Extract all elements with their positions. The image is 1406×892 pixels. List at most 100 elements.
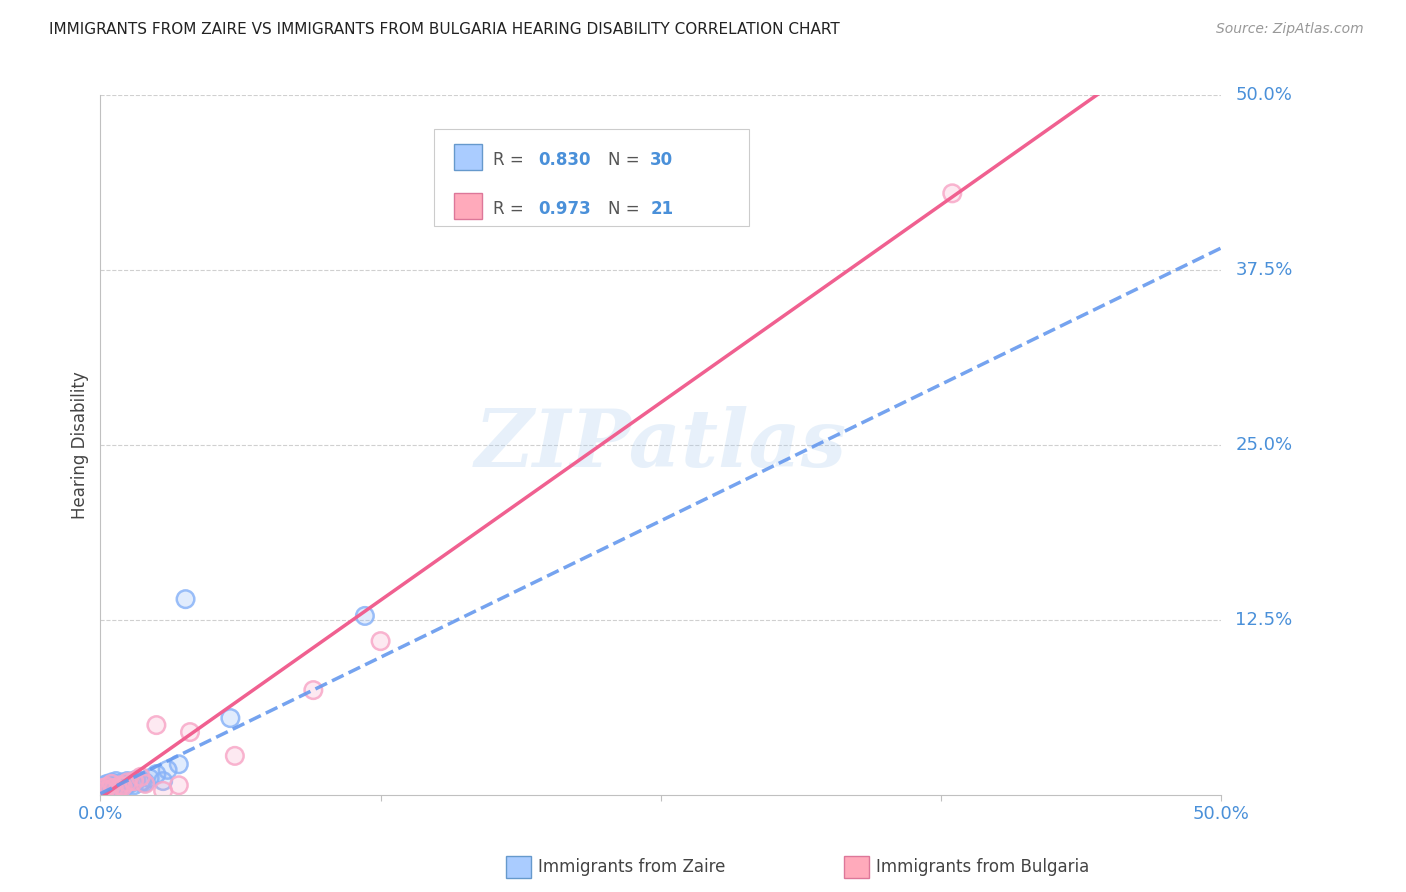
Point [129, 770, 152, 784]
Text: Immigrants from Bulgaria: Immigrants from Bulgaria [876, 858, 1090, 876]
Point [174, 592, 197, 607]
Point [111, 780, 134, 794]
Point [118, 777, 141, 791]
Point [96, 784, 118, 798]
Point [100, 775, 122, 789]
Point [117, 774, 139, 789]
Point [122, 774, 145, 789]
Point [125, 772, 148, 787]
Point [96, 780, 118, 794]
Text: 0.830: 0.830 [538, 151, 591, 169]
Point [174, 592, 197, 607]
Point [117, 775, 139, 789]
Point [103, 780, 125, 795]
Point [107, 782, 129, 797]
Point [167, 778, 190, 792]
Text: 37.5%: 37.5% [1236, 261, 1292, 279]
Point [129, 770, 152, 784]
Text: R =: R = [494, 151, 529, 169]
Point [145, 767, 167, 781]
Text: 0.973: 0.973 [538, 200, 591, 218]
Point [111, 775, 134, 789]
Point [96, 784, 118, 798]
Point [152, 784, 174, 798]
Point [103, 778, 125, 792]
Point [110, 778, 132, 792]
Text: 12.5%: 12.5% [1236, 611, 1292, 629]
Point [138, 772, 160, 786]
Text: ZIPatlas: ZIPatlas [475, 407, 846, 484]
Text: 50.0%: 50.0% [1236, 87, 1292, 104]
Point [117, 774, 139, 789]
Point [103, 780, 125, 795]
Point [167, 778, 190, 792]
Point [94, 778, 117, 792]
Point [941, 186, 963, 201]
Point [94, 784, 117, 798]
Point [117, 775, 139, 789]
Point [152, 774, 174, 789]
Point [219, 711, 242, 725]
Point [110, 778, 132, 792]
Point [105, 774, 128, 789]
Point [152, 774, 174, 789]
Point [122, 774, 145, 789]
Point [152, 784, 174, 798]
Point [110, 778, 132, 792]
Text: 21: 21 [651, 200, 673, 218]
Point [96, 780, 118, 794]
Text: Immigrants from Zaire: Immigrants from Zaire [538, 858, 725, 876]
Point [134, 777, 156, 791]
Point [122, 778, 145, 792]
Point [114, 780, 136, 794]
Point [132, 774, 155, 789]
Point [91, 780, 114, 795]
Point [98, 780, 121, 794]
Point [98, 782, 121, 797]
Point [156, 763, 179, 777]
Point [219, 711, 242, 725]
Point [107, 777, 129, 791]
Point [91, 780, 114, 795]
Point [134, 775, 156, 789]
Point [114, 780, 136, 794]
Point [118, 777, 141, 791]
Point [129, 775, 152, 789]
Point [354, 609, 377, 624]
Point [100, 782, 122, 797]
Point [179, 725, 201, 739]
Point [132, 774, 155, 789]
Text: Source: ZipAtlas.com: Source: ZipAtlas.com [1216, 22, 1364, 37]
Point [94, 784, 117, 798]
Point [91, 780, 114, 795]
Point [100, 775, 122, 789]
Text: R =: R = [494, 200, 529, 218]
Point [129, 775, 152, 789]
Point [111, 775, 134, 789]
Point [167, 757, 190, 772]
Point [94, 778, 117, 792]
Point [122, 778, 145, 792]
Point [94, 782, 117, 797]
Point [107, 782, 129, 797]
Point [125, 772, 148, 787]
Point [105, 774, 128, 789]
Point [100, 777, 122, 791]
Point [100, 777, 122, 791]
Point [111, 780, 134, 794]
Text: N =: N = [609, 151, 645, 169]
Point [145, 767, 167, 781]
Point [91, 780, 114, 795]
Text: 30: 30 [651, 151, 673, 169]
Point [224, 748, 246, 763]
Point [302, 683, 325, 698]
Text: 25.0%: 25.0% [1236, 436, 1292, 454]
Point [94, 782, 117, 797]
Y-axis label: Hearing Disability: Hearing Disability [72, 371, 89, 519]
Point [134, 777, 156, 791]
Point [96, 777, 118, 791]
Point [98, 782, 121, 797]
Point [107, 777, 129, 791]
Point [302, 683, 325, 698]
Point [156, 763, 179, 777]
